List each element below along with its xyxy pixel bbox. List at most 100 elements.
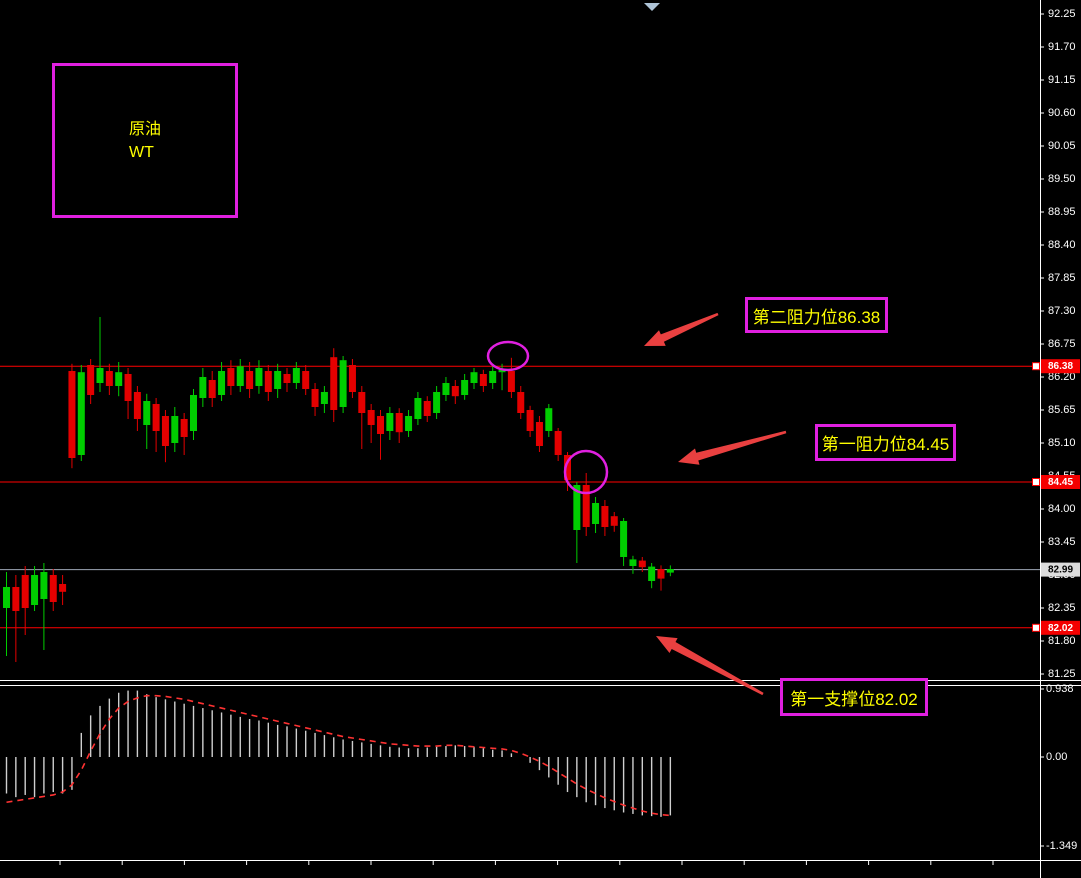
candle-body [320,392,328,404]
price-tag-label: 86.38 [1048,361,1073,372]
price-tag-86.38 [1041,359,1080,374]
candle-body [274,371,282,389]
annotation-resistance-1[interactable]: 第一阻力位84.45 [815,424,956,461]
candle-body [143,401,151,425]
candle-body [180,419,188,437]
chart-shift-marker-icon[interactable] [644,3,660,11]
annotation-resistance-1-label: 第一阻力位84.45 [821,435,950,454]
line-drag-handle[interactable] [1032,623,1040,632]
candle-body [283,374,291,383]
candle-body [87,365,95,395]
candle-body [517,392,525,413]
candle-body [479,374,487,386]
candle-body [124,374,132,401]
arrow-pointer-2[interactable] [678,430,787,465]
candle-body [161,416,169,446]
candle-body [657,569,665,579]
price-tick-label: 86.20 [1048,371,1076,383]
symbol-code: WT [128,143,154,161]
oscillator-histogram [5,690,672,817]
symbol-text-block: 原油 WT [129,118,161,164]
candle-body [105,371,113,386]
candle-body [255,368,263,386]
candle-body [601,506,609,527]
price-tick-label: 81.25 [1048,668,1076,680]
candle-body [264,371,272,392]
price-tag-label: 82.02 [1048,623,1073,634]
candle-body [377,416,384,434]
candle-body [554,431,562,455]
candle-body [423,401,431,416]
candle-body [68,371,76,458]
candle-body [77,372,85,455]
candle-body [367,410,375,425]
price-tick-label: 91.15 [1048,74,1076,86]
annotation-resistance-2[interactable]: 第二阻力位86.38 [745,297,888,333]
indicator-tick-label: 0.938 [1046,683,1074,695]
candle-body [3,587,10,608]
arrow-pointer-3[interactable] [656,636,764,696]
price-tick-label: 89.50 [1048,173,1076,185]
candle-body [133,392,141,419]
arrow-pointer-1[interactable] [644,312,719,346]
candle-body [40,572,48,599]
candle-body [620,521,628,557]
price-tick-label: 87.85 [1048,272,1076,284]
line-drag-handle[interactable] [1032,478,1040,486]
price-tick-label: 82.35 [1048,602,1076,614]
indicator-axis[interactable]: 0.938 0.00 -1.349 [1040,683,1077,852]
line-drag-handle[interactable] [1032,362,1040,371]
candle-body [358,392,366,413]
candle-body [433,392,441,413]
level-lines[interactable] [0,365,1040,629]
candles [3,317,674,662]
candle-body [96,368,104,383]
indicator-tick-label: -1.349 [1046,840,1077,852]
candle-body [152,404,160,431]
price-tag-82.99 [1041,562,1080,577]
candle-body [21,575,29,608]
candle-body [292,368,300,383]
candle-body [564,455,571,481]
price-tick-label: 91.70 [1048,41,1076,53]
candle-body [199,377,207,398]
highlight-circle-2[interactable] [563,449,609,495]
candle-body [489,371,497,383]
candle-body [190,395,197,431]
candle-body [461,380,469,395]
price-tick-label: 86.75 [1048,338,1076,350]
highlight-circle-1[interactable] [486,340,530,372]
candle-body [666,569,674,573]
candle-body [498,369,506,373]
candle-body [236,366,244,386]
candle-body [470,372,478,383]
candle-body [171,416,179,443]
drawing-objects[interactable] [486,3,787,696]
candle-body [395,413,403,433]
price-tag-label: 84.45 [1048,477,1073,488]
candle-body [526,410,534,431]
symbol-annotation-box[interactable]: 原油 WT [52,63,238,218]
annotation-support-1[interactable]: 第一支撑位82.02 [780,678,928,716]
candle-body [311,389,319,407]
candle-body [629,559,637,566]
price-axis[interactable]: 92.25 91.70 91.15 90.60 90.05 89.50 88.95 88.40… [1040,8,1076,680]
candle-body [507,371,515,392]
price-tick-label: 92.25 [1048,8,1076,20]
candle-body [573,485,581,530]
candle-body [582,485,590,527]
candle-body [405,416,413,431]
candle-body [348,365,356,392]
candle-body [592,503,600,524]
annotation-support-1-label: 第一支撑位82.02 [790,689,918,709]
price-tags: 86.38 84.45 82.02 82.99 [1032,359,1080,635]
candle-body [115,372,123,386]
price-tick-label: 85.10 [1048,437,1076,449]
candle-body [386,413,394,431]
candle-body [451,386,459,397]
time-axis[interactable] [59,860,994,866]
signal-dashed-line [6,694,671,817]
candle-body [610,516,618,526]
